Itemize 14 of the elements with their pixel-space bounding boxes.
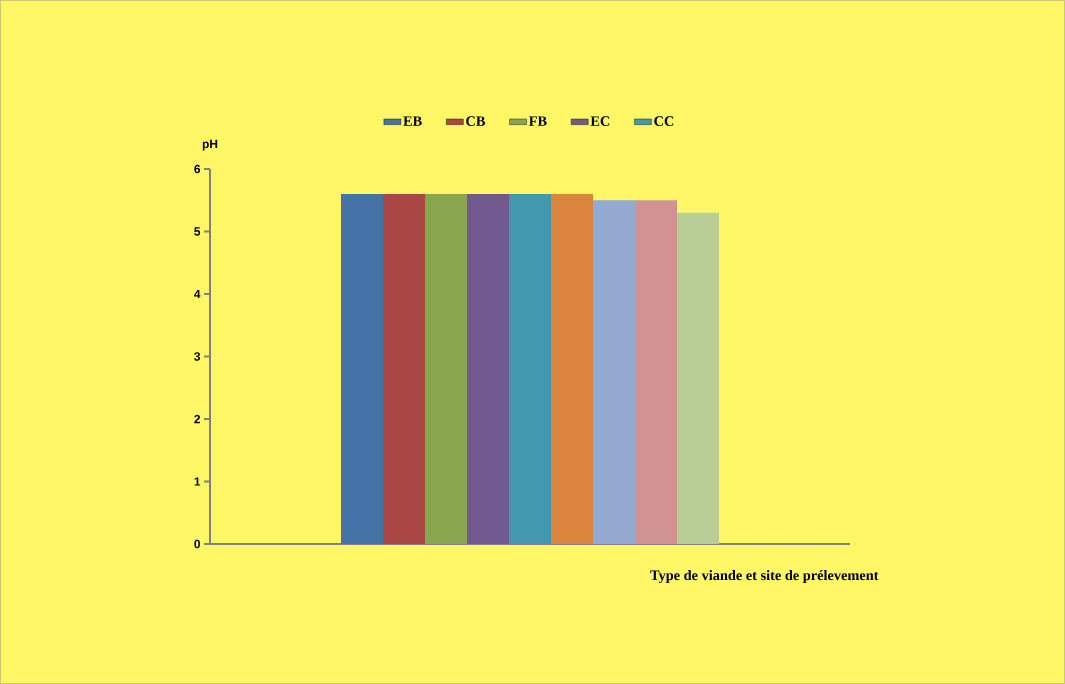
y-tick-label: 0 [194, 539, 201, 549]
y-tick-label: 4 [194, 289, 201, 299]
legend-label: CC [654, 116, 674, 126]
legend-label: FB [529, 116, 547, 126]
y-tick-label: 6 [194, 164, 201, 174]
legend-label: EB [403, 116, 422, 126]
y-tick-label: 5 [194, 227, 201, 236]
x-axis-title: Type de viande et site de prélevement [650, 570, 879, 584]
legend-label: EC [590, 116, 610, 126]
y-tick-label: 1 [194, 477, 201, 486]
y-tick-label: 2 [194, 414, 201, 424]
legend-label: CB [466, 116, 486, 126]
y-axis-title: pH [202, 139, 218, 151]
y-tick-label: 3 [194, 352, 201, 361]
